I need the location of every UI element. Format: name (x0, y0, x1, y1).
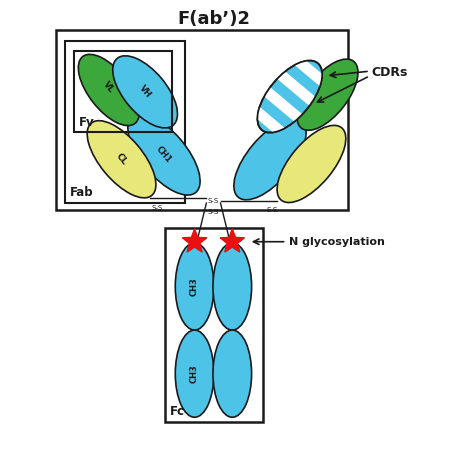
Ellipse shape (175, 330, 214, 417)
Text: Fab: Fab (70, 186, 93, 199)
Ellipse shape (113, 56, 177, 128)
Bar (74, 51, 173, 132)
Bar (165, 228, 264, 422)
Text: VH: VH (137, 84, 153, 100)
Text: CL: CL (114, 152, 129, 167)
Text: VL: VL (101, 80, 116, 94)
Ellipse shape (297, 59, 358, 130)
Text: CH3: CH3 (190, 277, 199, 296)
Text: S-S: S-S (267, 207, 278, 213)
Ellipse shape (257, 61, 322, 133)
Ellipse shape (87, 121, 156, 198)
Text: CH1: CH1 (155, 145, 173, 164)
Bar (65, 40, 185, 203)
Text: F(ab’)2: F(ab’)2 (177, 10, 250, 28)
Polygon shape (257, 107, 285, 132)
Text: S-S: S-S (208, 198, 219, 204)
Text: Fc: Fc (170, 405, 185, 419)
Ellipse shape (213, 243, 252, 330)
Ellipse shape (175, 243, 214, 330)
Text: S-S: S-S (151, 205, 163, 211)
Polygon shape (182, 229, 207, 252)
Polygon shape (264, 87, 302, 122)
Text: S-S: S-S (208, 210, 219, 216)
Ellipse shape (234, 118, 306, 200)
Ellipse shape (78, 55, 139, 126)
Text: N glycosylation: N glycosylation (289, 237, 385, 246)
Ellipse shape (277, 126, 346, 202)
Ellipse shape (213, 330, 252, 417)
Text: Fv: Fv (79, 116, 95, 128)
Bar (55, 30, 348, 210)
Text: CDRs: CDRs (371, 65, 408, 79)
Text: CH3: CH3 (190, 365, 199, 383)
Ellipse shape (128, 114, 200, 195)
Polygon shape (220, 229, 245, 252)
Polygon shape (295, 61, 322, 86)
Polygon shape (277, 72, 315, 106)
